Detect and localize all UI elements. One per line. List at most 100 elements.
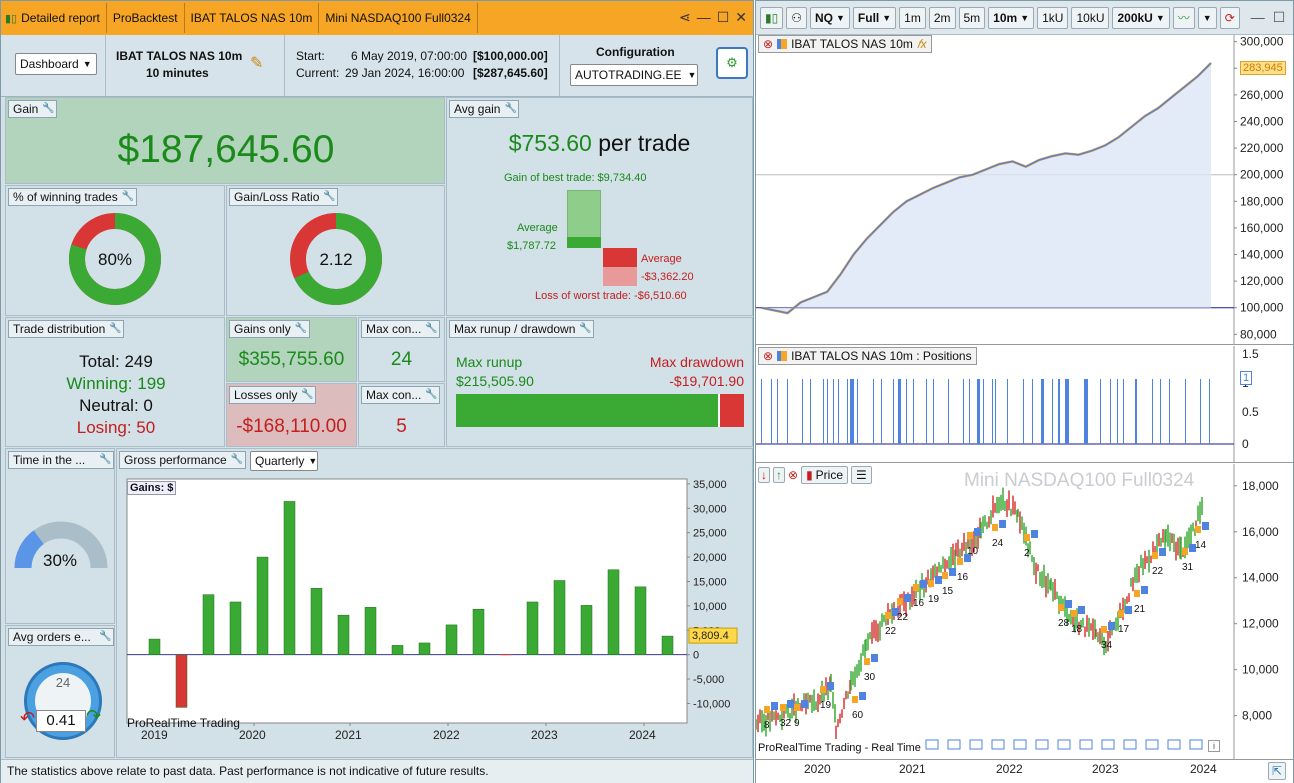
scroll-end-icon[interactable]: ⇱ — [1268, 762, 1287, 780]
list-icon[interactable]: ☰ — [851, 466, 872, 484]
close-circle-icon[interactable]: ⊗ — [763, 349, 774, 363]
position-bar — [777, 379, 778, 444]
link-icon[interactable]: ⚇ — [786, 6, 807, 29]
wrench-icon[interactable]: 🔧 — [42, 103, 55, 114]
tab-instrument[interactable]: Mini NASDAQ100 Full0324 — [319, 3, 478, 33]
trade-label: 30 — [864, 672, 876, 683]
tf-5m-button[interactable]: 5m — [958, 6, 986, 29]
wrench-icon[interactable]: 🔧 — [504, 103, 517, 114]
units-10k-button[interactable]: 10kU — [1071, 6, 1110, 29]
wrench-icon[interactable]: 🔧 — [109, 323, 122, 334]
arrow-up-icon[interactable]: ↑ — [773, 467, 785, 483]
settings-chart-icon[interactable]: ⚙ — [716, 47, 748, 79]
neutral-trades: Neutral: 0 — [79, 396, 153, 415]
share-icon[interactable]: ⋖ — [678, 9, 691, 25]
position-bar — [1185, 379, 1186, 444]
trade-marker — [1134, 590, 1140, 597]
y-tick-label: 10,000 — [693, 601, 727, 613]
minimize-icon[interactable]: — — [696, 9, 711, 25]
wrench-icon[interactable]: 🔧 — [99, 631, 112, 642]
wrench-icon[interactable]: 🔧 — [425, 389, 438, 400]
gross-panel: Gross performance 🔧 Quarterly ▼ 35,000 30,0… — [116, 448, 753, 758]
symbol-select[interactable]: NQ ▼ — [809, 6, 850, 29]
wrench-icon[interactable]: 🔧 — [230, 454, 244, 465]
event-marker — [1035, 739, 1049, 750]
wrench-icon[interactable]: 🔧 — [425, 323, 438, 334]
trade-label: 32 — [780, 718, 792, 729]
close-circle-icon[interactable]: ⊗ — [763, 37, 774, 51]
gl-ratio-value: 2.12 — [319, 250, 353, 269]
tf-select[interactable]: 10m ▼ — [988, 6, 1035, 29]
wrench-icon[interactable]: 🔧 — [579, 323, 592, 334]
trade-marker — [1159, 548, 1166, 556]
position-bar — [857, 379, 858, 444]
trade-marker — [1108, 622, 1115, 630]
wrench-icon[interactable]: 🔧 — [99, 454, 112, 465]
max-cons-loss-value: 5 — [396, 416, 407, 437]
trade-marker — [1101, 626, 1107, 633]
refresh-icon[interactable]: ⟳ — [1219, 6, 1240, 29]
trade-marker — [885, 612, 891, 619]
y-tick-label: 140,000 — [1240, 248, 1284, 262]
info-icon[interactable]: i — [1208, 740, 1220, 752]
y-tick-label: 80,000 — [1240, 327, 1277, 341]
trade-label: 16 — [913, 598, 925, 609]
chart-app-icon[interactable]: ▮▯ — [760, 6, 784, 29]
position-bar — [1110, 379, 1111, 444]
close-icon[interactable]: ✕ — [735, 9, 747, 25]
chart-app-icon: ▮▯ — [5, 12, 18, 25]
trade-marker — [1031, 530, 1038, 538]
price-series-button[interactable]: ▮ Price — [801, 466, 849, 484]
max-cons-loss-title: Max con... 🔧 — [361, 386, 441, 404]
event-marker — [1189, 739, 1203, 750]
config-select[interactable]: AUTOTRADING.EE ▼ — [570, 64, 698, 86]
tf-2m-button[interactable]: 2m — [928, 6, 956, 29]
position-bar — [1023, 379, 1024, 444]
wrench-icon[interactable]: 🔧 — [301, 389, 314, 400]
y-tick-label: 35,000 — [693, 479, 727, 491]
y-tick-label: 16,000 — [1242, 525, 1279, 539]
position-bar — [1100, 379, 1101, 444]
trade-dist-title: Trade distribution 🔧 — [8, 320, 125, 338]
y-tick-label: 25,000 — [693, 528, 727, 540]
trade-marker — [904, 594, 911, 602]
donut-win-arc — [69, 213, 161, 305]
max-cons-win-panel: Max con... 🔧 24 — [358, 317, 445, 382]
tf-1m-button[interactable]: 1m — [899, 6, 926, 29]
edit-icon[interactable]: ✎ — [250, 55, 264, 72]
maximize-icon[interactable]: ☐ — [1272, 9, 1286, 25]
view-select[interactable]: Dashboard ▼ — [15, 53, 97, 75]
arrow-down-icon[interactable]: ↓ — [758, 467, 770, 483]
y-tick-label: 0 — [1242, 437, 1249, 451]
trade-label: 2 — [1024, 548, 1030, 559]
range-select[interactable]: Full ▼ — [852, 6, 897, 29]
trade-label: 22 — [897, 612, 909, 623]
tab-probacktest[interactable]: ProBacktest — [107, 3, 185, 33]
units-1k-button[interactable]: 1kU — [1037, 6, 1069, 29]
chevron-down-icon: ▼ — [82, 59, 92, 69]
gross-title-text: Gross performance — [124, 453, 227, 467]
chart-style-icon[interactable]: 〰 — [1172, 6, 1195, 29]
close-circle-icon[interactable]: ⊗ — [788, 468, 799, 482]
maximize-icon[interactable]: ☐ — [716, 9, 730, 25]
trade-marker — [967, 532, 973, 539]
event-marker — [1013, 739, 1027, 750]
trade-marker — [1202, 522, 1209, 530]
period-select[interactable]: Quarterly ▼ — [250, 451, 318, 471]
wrench-icon[interactable]: 🔧 — [323, 191, 336, 202]
winning-title: % of winning trades 🔧 — [8, 188, 137, 206]
y-tick-label: 220,000 — [1240, 141, 1284, 155]
trade-marker — [1024, 534, 1030, 541]
tab-detailed-report[interactable]: ▮▯ Detailed report — [1, 3, 107, 33]
position-bar — [1032, 379, 1033, 444]
minimize-icon[interactable]: — — [1250, 9, 1265, 25]
wrench-icon[interactable]: 🔧 — [121, 191, 135, 202]
tab-system[interactable]: IBAT TALOS NAS 10m — [185, 3, 320, 33]
chart-style-dropdown[interactable]: ▼ — [1197, 6, 1217, 29]
trade-marker — [1058, 604, 1064, 611]
equity-title: IBAT TALOS NAS 10m — [791, 37, 913, 51]
formula-icon[interactable]: 𝑓x — [916, 36, 927, 51]
trade-marker — [820, 686, 826, 693]
units-select[interactable]: 200kU ▼ — [1112, 6, 1170, 29]
wrench-icon[interactable]: 🔧 — [294, 323, 308, 334]
